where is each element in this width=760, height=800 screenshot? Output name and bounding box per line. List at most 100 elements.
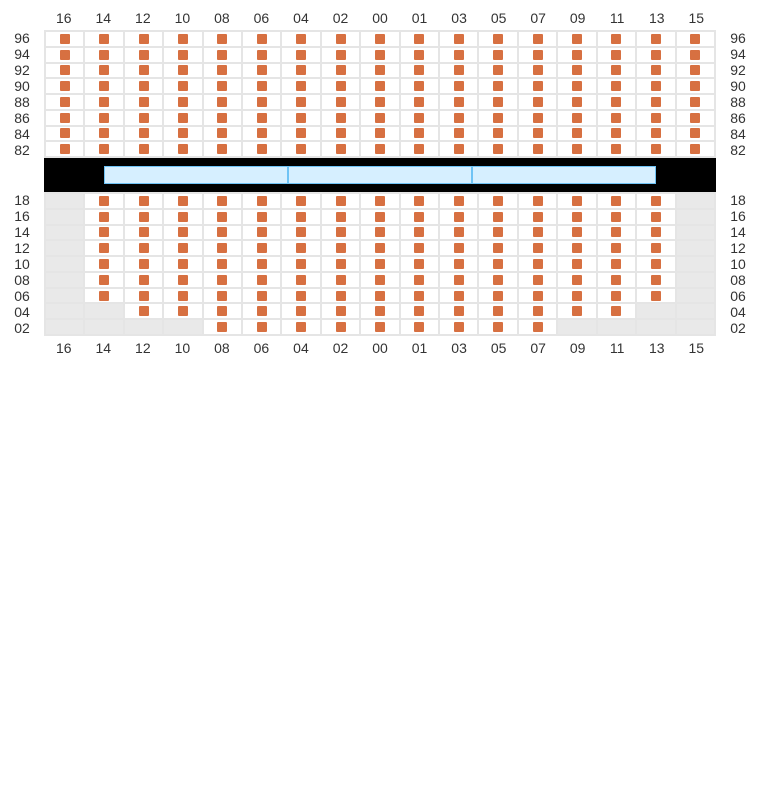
seat-cell[interactable] bbox=[597, 94, 636, 110]
seat-cell[interactable] bbox=[636, 63, 675, 79]
seat-cell[interactable] bbox=[124, 256, 163, 272]
seat-cell[interactable] bbox=[597, 256, 636, 272]
seat-cell[interactable] bbox=[163, 288, 202, 304]
seat-cell[interactable] bbox=[557, 193, 596, 209]
seat-cell[interactable] bbox=[281, 141, 320, 157]
seat-cell[interactable] bbox=[321, 94, 360, 110]
seat-cell[interactable] bbox=[636, 141, 675, 157]
seat-cell[interactable] bbox=[597, 272, 636, 288]
seat-cell[interactable] bbox=[281, 47, 320, 63]
seat-cell[interactable] bbox=[84, 225, 123, 241]
seat-cell[interactable] bbox=[557, 240, 596, 256]
seat-cell[interactable] bbox=[203, 126, 242, 142]
seat-cell[interactable] bbox=[478, 240, 517, 256]
seat-cell[interactable] bbox=[518, 63, 557, 79]
seat-cell[interactable] bbox=[557, 110, 596, 126]
seat-cell[interactable] bbox=[84, 256, 123, 272]
seat-cell[interactable] bbox=[636, 78, 675, 94]
seat-cell[interactable] bbox=[360, 288, 399, 304]
seat-cell[interactable] bbox=[518, 141, 557, 157]
seat-cell[interactable] bbox=[360, 209, 399, 225]
seat-cell[interactable] bbox=[281, 193, 320, 209]
seat-cell[interactable] bbox=[439, 31, 478, 47]
seat-cell[interactable] bbox=[439, 193, 478, 209]
seat-cell[interactable] bbox=[163, 209, 202, 225]
seat-cell[interactable] bbox=[321, 126, 360, 142]
seat-cell[interactable] bbox=[242, 319, 281, 335]
seat-cell[interactable] bbox=[124, 240, 163, 256]
seat-cell[interactable] bbox=[597, 209, 636, 225]
seat-cell[interactable] bbox=[281, 288, 320, 304]
seat-cell[interactable] bbox=[321, 303, 360, 319]
seat-cell[interactable] bbox=[360, 63, 399, 79]
seat-cell[interactable] bbox=[124, 272, 163, 288]
seat-cell[interactable] bbox=[518, 78, 557, 94]
seat-cell[interactable] bbox=[203, 240, 242, 256]
seat-cell[interactable] bbox=[439, 288, 478, 304]
seat-cell[interactable] bbox=[124, 94, 163, 110]
seat-cell[interactable] bbox=[124, 78, 163, 94]
seat-cell[interactable] bbox=[163, 141, 202, 157]
seat-cell[interactable] bbox=[478, 31, 517, 47]
seat-cell[interactable] bbox=[597, 225, 636, 241]
seat-cell[interactable] bbox=[597, 240, 636, 256]
seat-cell[interactable] bbox=[360, 193, 399, 209]
seat-cell[interactable] bbox=[124, 193, 163, 209]
seat-cell[interactable] bbox=[321, 288, 360, 304]
seat-cell[interactable] bbox=[597, 126, 636, 142]
seat-cell[interactable] bbox=[45, 31, 84, 47]
seat-cell[interactable] bbox=[281, 225, 320, 241]
seat-cell[interactable] bbox=[242, 193, 281, 209]
seat-cell[interactable] bbox=[360, 47, 399, 63]
seat-cell[interactable] bbox=[518, 240, 557, 256]
seat-cell[interactable] bbox=[400, 94, 439, 110]
seat-cell[interactable] bbox=[124, 209, 163, 225]
seat-cell[interactable] bbox=[281, 209, 320, 225]
seat-cell[interactable] bbox=[203, 141, 242, 157]
seat-cell[interactable] bbox=[163, 225, 202, 241]
seat-cell[interactable] bbox=[636, 272, 675, 288]
seat-cell[interactable] bbox=[400, 31, 439, 47]
seat-cell[interactable] bbox=[597, 303, 636, 319]
seat-cell[interactable] bbox=[281, 126, 320, 142]
seat-cell[interactable] bbox=[163, 110, 202, 126]
seat-cell[interactable] bbox=[321, 319, 360, 335]
seat-cell[interactable] bbox=[321, 78, 360, 94]
seat-cell[interactable] bbox=[597, 31, 636, 47]
seat-cell[interactable] bbox=[478, 319, 517, 335]
seat-cell[interactable] bbox=[518, 94, 557, 110]
seat-cell[interactable] bbox=[676, 31, 715, 47]
seat-cell[interactable] bbox=[203, 78, 242, 94]
seat-cell[interactable] bbox=[400, 47, 439, 63]
seat-cell[interactable] bbox=[360, 141, 399, 157]
seat-cell[interactable] bbox=[439, 110, 478, 126]
seat-cell[interactable] bbox=[124, 31, 163, 47]
seat-cell[interactable] bbox=[45, 94, 84, 110]
seat-cell[interactable] bbox=[557, 141, 596, 157]
seat-cell[interactable] bbox=[281, 63, 320, 79]
seat-cell[interactable] bbox=[242, 256, 281, 272]
seat-cell[interactable] bbox=[676, 63, 715, 79]
seat-cell[interactable] bbox=[321, 47, 360, 63]
seat-cell[interactable] bbox=[124, 141, 163, 157]
seat-cell[interactable] bbox=[203, 225, 242, 241]
seat-cell[interactable] bbox=[321, 209, 360, 225]
seat-cell[interactable] bbox=[636, 288, 675, 304]
seat-cell[interactable] bbox=[478, 193, 517, 209]
seat-cell[interactable] bbox=[518, 256, 557, 272]
seat-cell[interactable] bbox=[84, 141, 123, 157]
seat-cell[interactable] bbox=[636, 94, 675, 110]
seat-cell[interactable] bbox=[242, 240, 281, 256]
seat-cell[interactable] bbox=[478, 303, 517, 319]
seat-cell[interactable] bbox=[281, 272, 320, 288]
seat-cell[interactable] bbox=[518, 110, 557, 126]
seat-cell[interactable] bbox=[597, 47, 636, 63]
seat-cell[interactable] bbox=[321, 141, 360, 157]
seat-cell[interactable] bbox=[84, 209, 123, 225]
seat-cell[interactable] bbox=[242, 31, 281, 47]
seat-cell[interactable] bbox=[84, 94, 123, 110]
seat-cell[interactable] bbox=[321, 31, 360, 47]
seat-cell[interactable] bbox=[124, 288, 163, 304]
seat-cell[interactable] bbox=[84, 240, 123, 256]
seat-cell[interactable] bbox=[242, 141, 281, 157]
